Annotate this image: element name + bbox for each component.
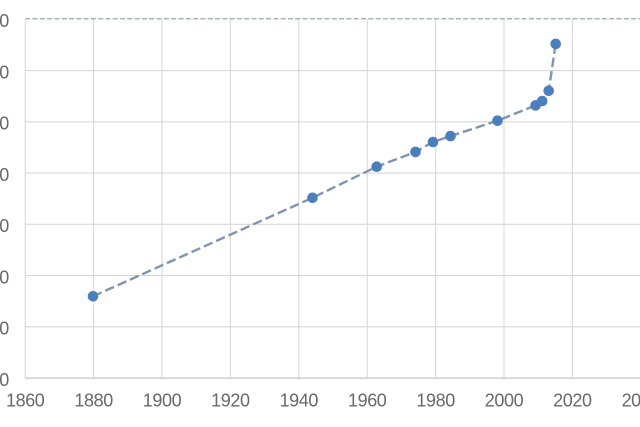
svg-text:1880: 1880 bbox=[74, 391, 113, 411]
svg-text:0: 0 bbox=[0, 62, 9, 82]
svg-text:1940: 1940 bbox=[280, 391, 319, 411]
svg-text:0: 0 bbox=[0, 165, 9, 185]
svg-text:0: 0 bbox=[0, 11, 9, 31]
svg-text:1920: 1920 bbox=[211, 391, 250, 411]
svg-text:0: 0 bbox=[0, 216, 9, 236]
svg-text:0: 0 bbox=[0, 114, 9, 134]
svg-text:1860: 1860 bbox=[6, 391, 45, 411]
svg-text:0: 0 bbox=[0, 370, 9, 390]
svg-text:2000: 2000 bbox=[485, 391, 524, 411]
svg-text:1960: 1960 bbox=[348, 391, 387, 411]
svg-text:0: 0 bbox=[0, 319, 9, 339]
svg-text:1980: 1980 bbox=[416, 391, 455, 411]
svg-text:0: 0 bbox=[0, 267, 9, 287]
svg-text:2040: 2040 bbox=[622, 391, 640, 411]
svg-text:1900: 1900 bbox=[143, 391, 182, 411]
svg-text:2020: 2020 bbox=[553, 391, 592, 411]
